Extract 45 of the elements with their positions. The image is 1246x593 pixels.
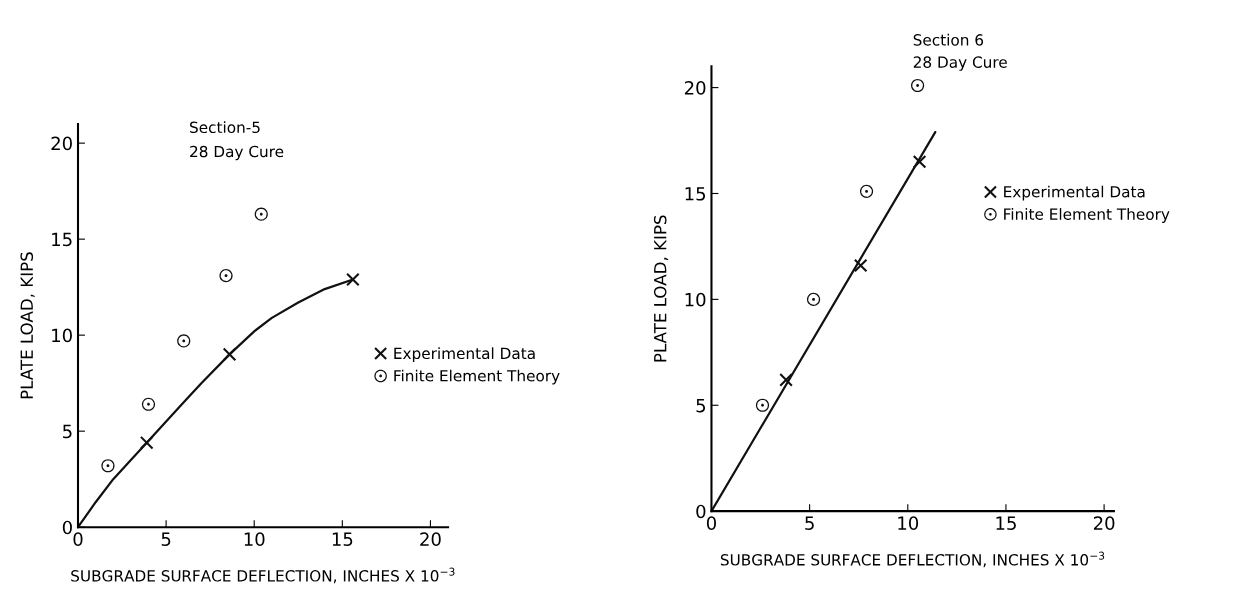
chart-subtitle: 28 Day Cure	[913, 56, 1007, 71]
chart-title: Section-5	[190, 121, 260, 134]
x-tick-label: 15	[996, 516, 1016, 530]
point	[222, 347, 237, 362]
y-axis-title: PLATE LOAD, KIPS	[20, 252, 35, 399]
x-tick-label: 10	[244, 532, 265, 547]
point	[755, 398, 770, 412]
point	[346, 272, 360, 287]
point	[101, 459, 115, 473]
y-tick-label: 10	[685, 292, 706, 307]
text: 28 Day Cure	[190, 145, 284, 161]
point	[911, 78, 925, 93]
x-tick-label: 0	[706, 516, 717, 530]
x-tick-label: 20	[1093, 516, 1115, 530]
point	[177, 334, 191, 348]
y-axis-title: PLATE LOAD, KIPS	[653, 215, 669, 362]
x-tick-label: 5	[805, 516, 814, 530]
x-tick-label: 15	[332, 532, 353, 547]
point	[859, 184, 874, 198]
point	[139, 435, 154, 450]
x-tick-label: 10	[898, 516, 919, 530]
legend-label: Finite Element Theory	[394, 369, 560, 385]
legend-label: Experimental Data	[394, 347, 535, 363]
x-axis-title: SUBGRADE SURFACE DEFLECTION, INCHES X 10$^{−3}$	[71, 567, 455, 584]
y-tick-label: 5	[63, 424, 72, 439]
x-tick-label: 5	[161, 532, 171, 547]
y-tick-label: 15	[685, 187, 706, 201]
legend-label: Finite Element Theory	[1004, 208, 1170, 223]
x-tick-label: 0	[73, 532, 83, 547]
chart-title: Section 6	[913, 33, 984, 46]
y-tick-label: 20	[51, 136, 72, 151]
y-tick-label: 10	[52, 328, 72, 343]
point	[219, 269, 233, 283]
x-tick-label: 20	[420, 532, 441, 547]
point	[806, 292, 821, 306]
point	[779, 373, 793, 387]
x-axis-title: SUBGRADE SURFACE DEFLECTION, INCHES X 10$^{−3}$	[720, 551, 1105, 568]
y-tick-label: 15	[52, 232, 72, 247]
point	[254, 207, 268, 221]
y-tick-label: 5	[696, 398, 706, 413]
y-tick-label: 0	[696, 504, 706, 519]
y-tick-label: 20	[684, 81, 706, 95]
legend-label: Experimental Data	[1004, 185, 1145, 201]
point	[853, 258, 868, 273]
point	[912, 154, 927, 169]
